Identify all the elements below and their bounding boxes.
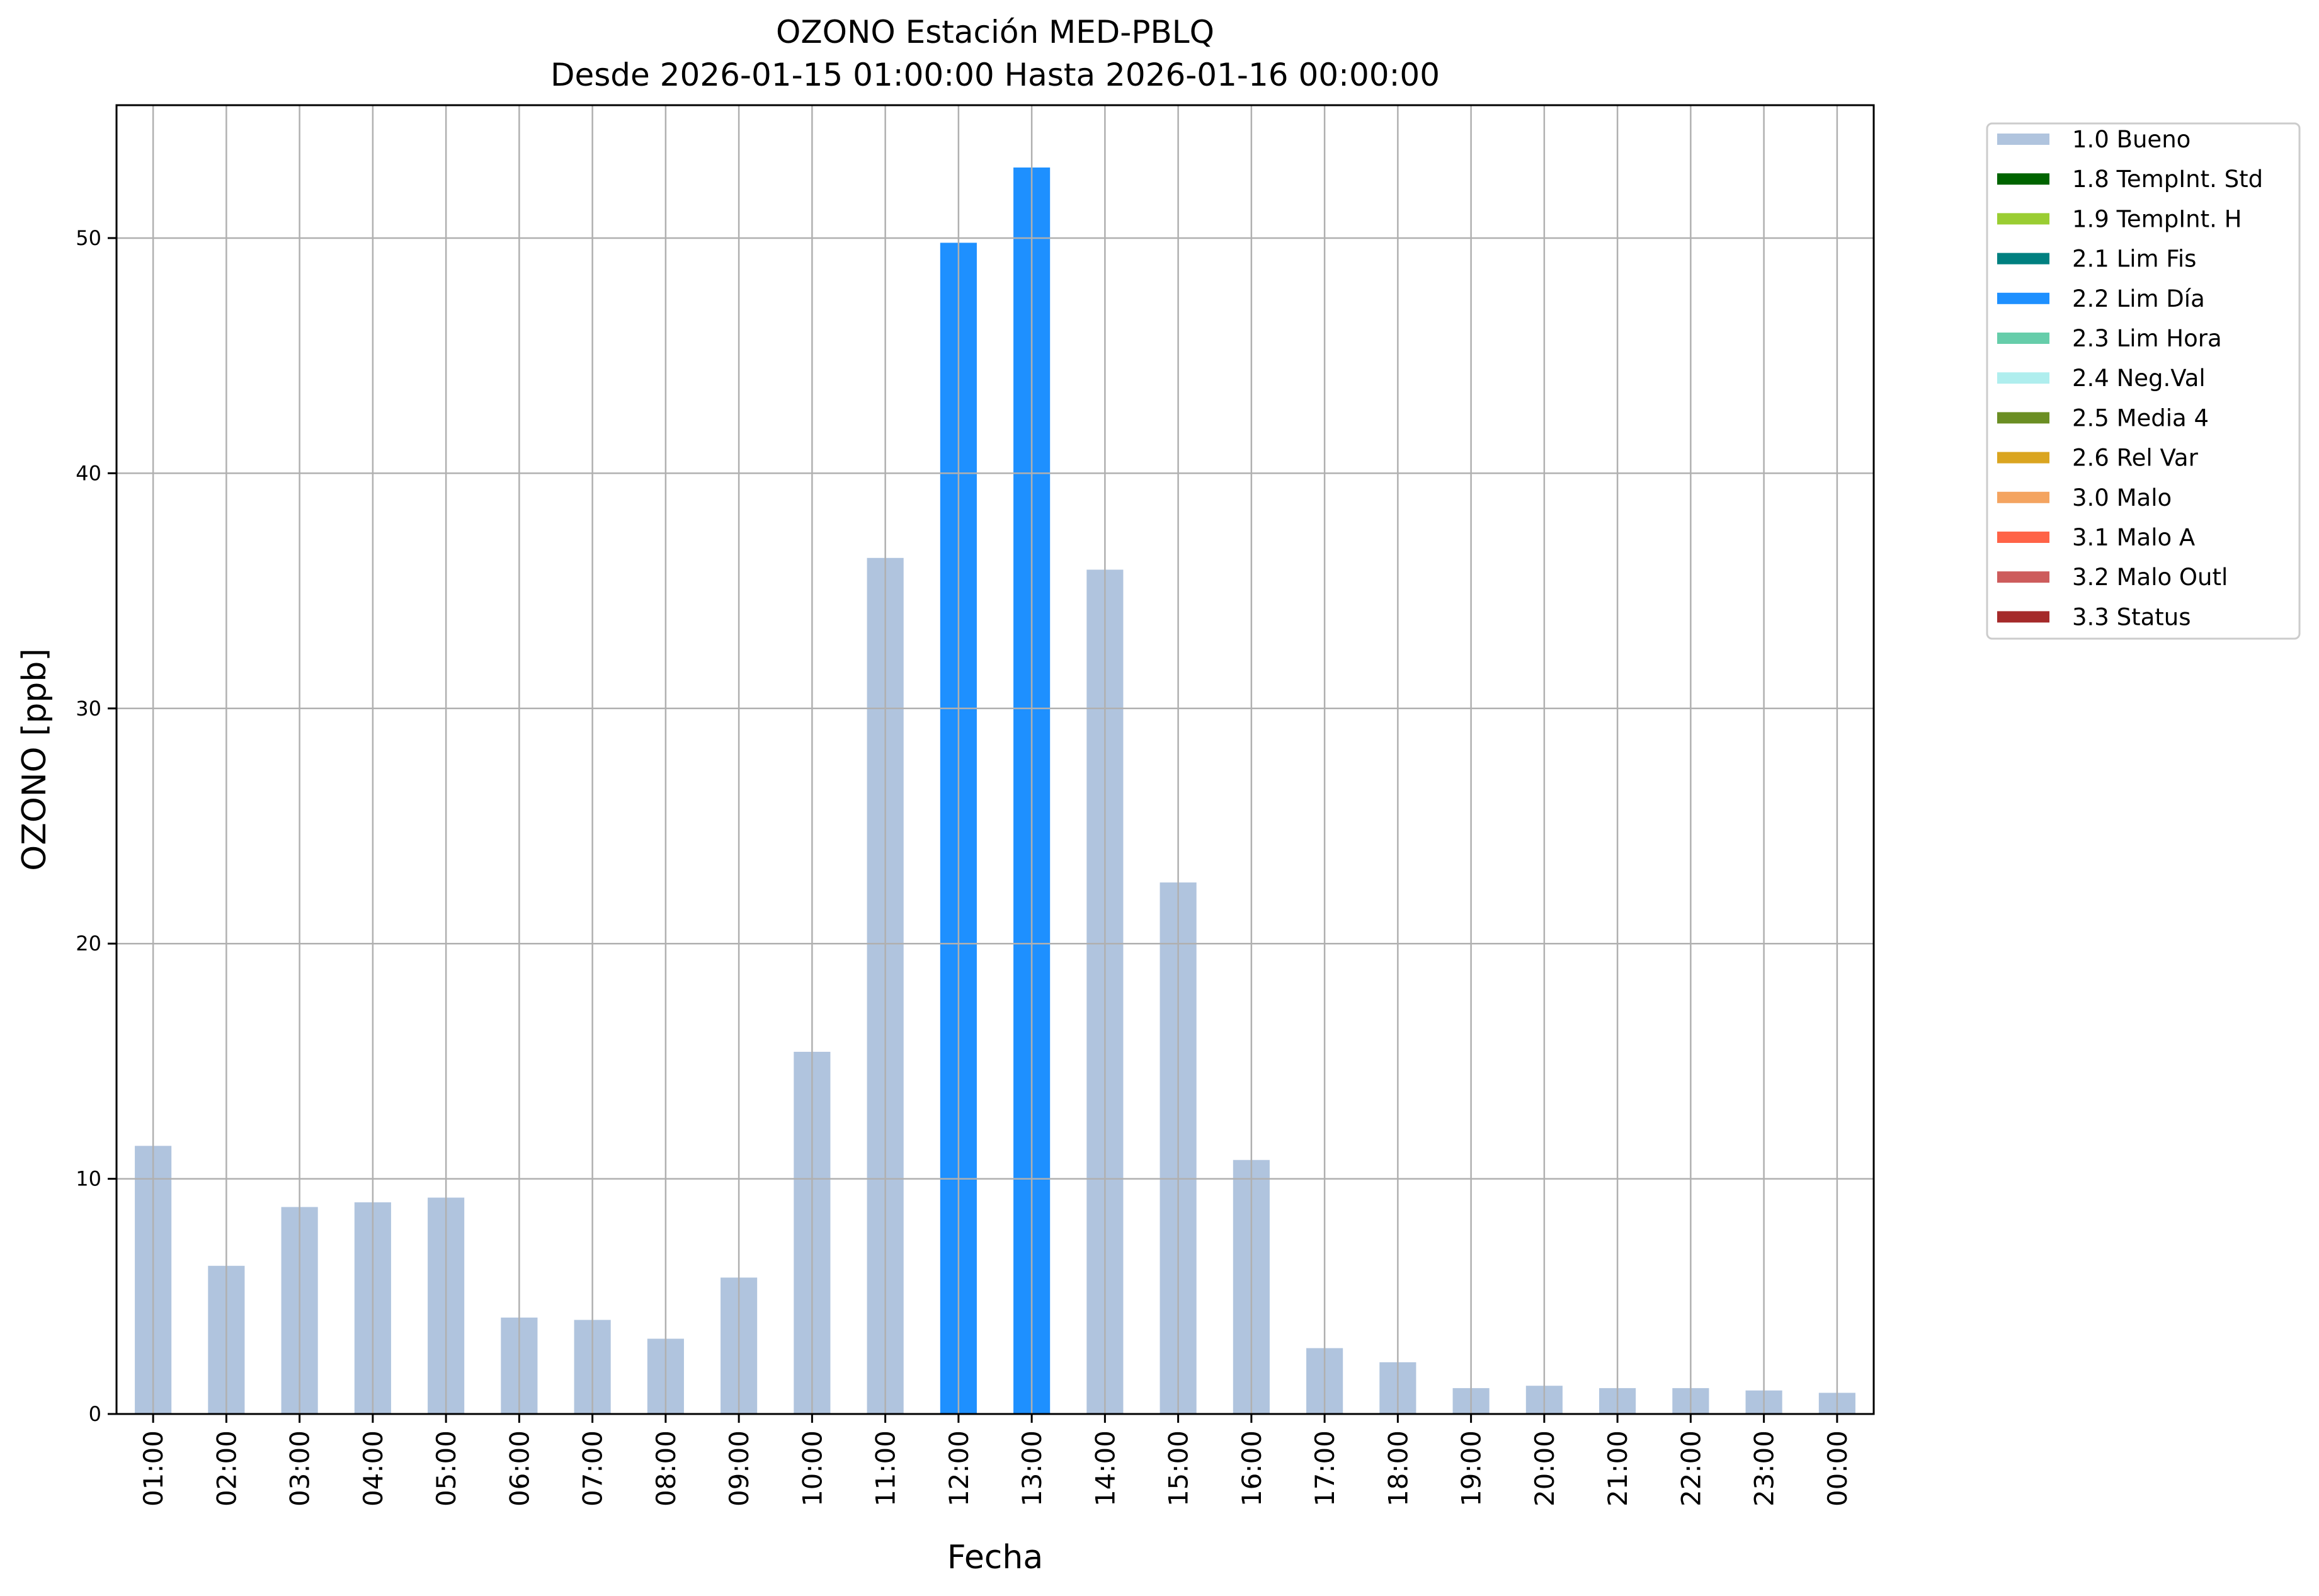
x-tick-label: 08:00 [651, 1430, 681, 1507]
legend-label: 3.1 Malo A [2072, 524, 2195, 551]
legend-swatch [1997, 611, 2049, 623]
x-axis-label: Fecha [947, 1539, 1043, 1576]
x-tick-label: 09:00 [724, 1430, 755, 1507]
x-tick-label: 21:00 [1602, 1430, 1633, 1507]
x-tick-label: 20:00 [1529, 1430, 1560, 1507]
x-tick-label: 17:00 [1309, 1430, 1340, 1507]
legend-label: 1.0 Bueno [2072, 126, 2191, 153]
y-axis: 0 10 20 30 40 50 [76, 226, 117, 1426]
legend-swatch [1997, 372, 2049, 384]
legend-label: 2.4 Neg.Val [2072, 365, 2206, 392]
x-tick-label: 14:00 [1090, 1430, 1120, 1507]
x-tick-label: 04:00 [358, 1430, 389, 1507]
plot-frame [115, 104, 1875, 1415]
chart-subtitle: Desde 2026-01-15 01:00:00 Hasta 2026-01-… [550, 57, 1440, 93]
y-tick-label: 20 [76, 932, 101, 955]
legend-swatch [1997, 412, 2049, 424]
legend-swatch [1997, 213, 2049, 225]
legend-swatch [1997, 491, 2049, 503]
x-tick-label: 02:00 [211, 1430, 242, 1507]
x-tick-label: 12:00 [943, 1430, 974, 1507]
x-tick-label: 16:00 [1236, 1430, 1267, 1507]
legend-swatch [1997, 253, 2049, 265]
y-tick-label: 30 [76, 697, 101, 721]
legend-swatch [1997, 292, 2049, 304]
x-tick-label: 22:00 [1675, 1430, 1706, 1507]
legend-label: 1.9 TempInt. H [2072, 205, 2242, 232]
x-tick-label: 06:00 [504, 1430, 535, 1507]
x-tick-label: 15:00 [1163, 1430, 1194, 1507]
legend-swatch [1997, 452, 2049, 464]
legend-swatch [1997, 333, 2049, 344]
x-tick-label: 13:00 [1017, 1430, 1047, 1507]
legend-swatch [1997, 173, 2049, 185]
x-tick-label: 07:00 [578, 1430, 608, 1507]
legend-label: 3.2 Malo Outl [2072, 564, 2228, 591]
chart-title: OZONO Estación MED-PBLQ [776, 14, 1214, 50]
y-tick-label: 40 [76, 461, 101, 485]
x-tick-label: 19:00 [1456, 1430, 1487, 1507]
legend-label: 3.3 Status [2072, 603, 2191, 630]
legend-swatch [1997, 134, 2049, 145]
legend-label: 2.3 Lim Hora [2072, 325, 2222, 352]
legend-frame [1986, 122, 2301, 640]
x-tick-label: 10:00 [797, 1430, 828, 1507]
legend-label: 2.6 Rel Var [2072, 445, 2199, 472]
legend-label: 1.8 TempInt. Std [2072, 166, 2263, 193]
x-tick-label: 05:00 [431, 1430, 462, 1507]
y-axis-label: OZONO [ppb] [16, 648, 54, 870]
x-tick-label: 18:00 [1382, 1430, 1413, 1507]
legend-swatch [1997, 571, 2049, 583]
legend-label: 2.5 Media 4 [2072, 404, 2209, 431]
x-tick-label: 23:00 [1749, 1430, 1780, 1507]
legend: 1.0 Bueno 1.8 TempInt. Std 1.9 TempInt. H 2… [1986, 122, 2301, 640]
legend-label: 3.0 Malo [2072, 484, 2172, 511]
x-tick-label: 03:00 [285, 1430, 316, 1507]
y-tick-label: 10 [76, 1167, 101, 1191]
y-tick-label: 0 [89, 1402, 101, 1426]
legend-swatch [1997, 532, 2049, 543]
y-tick-label: 50 [76, 226, 101, 250]
x-axis: 01:00 02:00 03:00 04:00 05:00 06:00 07:00 08:00… [138, 1414, 1853, 1507]
legend-label: 2.2 Lim Día [2072, 285, 2205, 312]
x-tick-label: 01:00 [138, 1430, 169, 1507]
x-tick-label: 00:00 [1822, 1430, 1853, 1507]
legend-label: 2.1 Lim Fis [2072, 246, 2196, 273]
x-tick-label: 11:00 [870, 1430, 901, 1507]
